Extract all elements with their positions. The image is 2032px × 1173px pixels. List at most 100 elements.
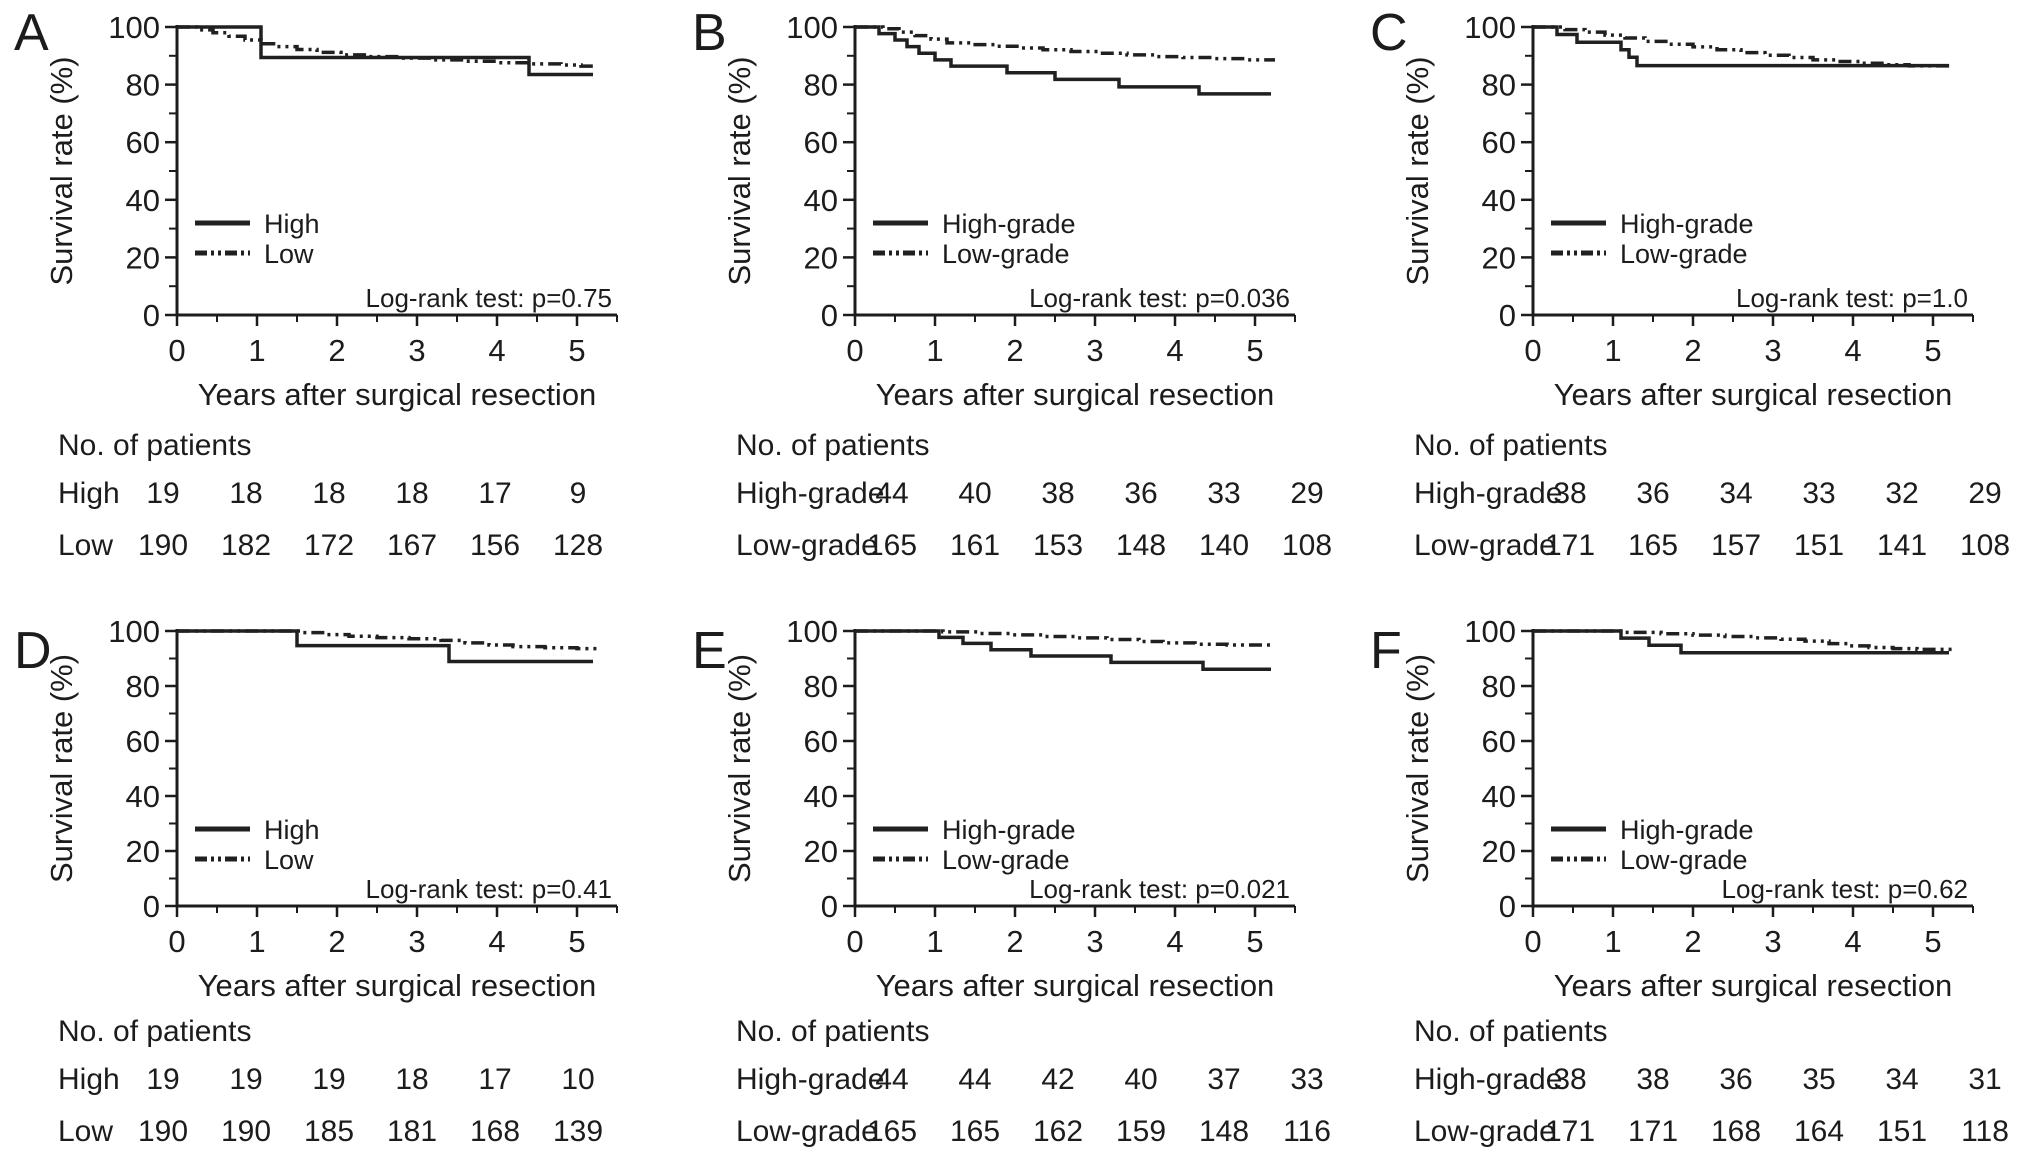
x-tick-label: 1 bbox=[248, 333, 265, 368]
y-tick-label: 60 bbox=[126, 724, 160, 759]
at-risk-count: 151 bbox=[1794, 529, 1844, 562]
y-tick-label: 80 bbox=[804, 669, 838, 704]
y-tick-label: 60 bbox=[804, 125, 838, 160]
survival-curve-low-grade bbox=[855, 25, 1275, 62]
legend-label-high-grade: High-grade bbox=[942, 209, 1076, 239]
at-risk-count: 31 bbox=[1968, 1063, 2001, 1096]
at-risk-count: 40 bbox=[1124, 1063, 1157, 1096]
at-risk-count: 44 bbox=[875, 477, 908, 510]
at-risk-count: 19 bbox=[146, 1063, 179, 1096]
y-tick-label: 100 bbox=[786, 10, 838, 45]
x-tick-label: 0 bbox=[168, 924, 185, 959]
at-risk-count: 171 bbox=[1545, 1115, 1595, 1148]
at-risk-count: 181 bbox=[387, 1115, 437, 1148]
at-risk-count: 29 bbox=[1968, 477, 2001, 510]
logrank-annotation: Log-rank test: p=1.0 bbox=[1736, 283, 1968, 313]
at-risk-count: 165 bbox=[867, 1115, 917, 1148]
at-risk-count: 32 bbox=[1885, 477, 1918, 510]
x-tick-label: 3 bbox=[408, 333, 425, 368]
x-tick-label: 3 bbox=[408, 924, 425, 959]
legend-label-high: High bbox=[264, 209, 320, 239]
at-risk-count: 40 bbox=[958, 477, 991, 510]
at-risk-count: 33 bbox=[1290, 1063, 1323, 1096]
survival-curve-low bbox=[177, 629, 597, 651]
y-tick-label: 0 bbox=[821, 298, 838, 333]
at-risk-count: 168 bbox=[470, 1115, 520, 1148]
x-tick-label: 0 bbox=[1524, 924, 1541, 959]
x-tick-label: 2 bbox=[1006, 333, 1023, 368]
x-tick-label: 4 bbox=[488, 924, 505, 959]
x-tick-label: 3 bbox=[1764, 333, 1781, 368]
at-risk-count: 182 bbox=[221, 529, 271, 562]
y-tick-label: 80 bbox=[1482, 669, 1516, 704]
at-risk-row-label-low-grade: Low-grade bbox=[736, 529, 878, 562]
x-tick-label: 1 bbox=[1604, 924, 1621, 959]
at-risk-row-label-low: Low bbox=[58, 1115, 113, 1148]
at-risk-row-label-high-grade: High-grade bbox=[736, 1063, 884, 1096]
panel-c: C Survival rate (%) 0 20 40 60 80 100 0 1 2 3 4 5 High… bbox=[1356, 0, 2032, 586]
x-tick-label: 2 bbox=[1006, 924, 1023, 959]
panel-a: A Survival rate (%) 0 20 40 60 80 100 0 1 2 3 4 5 High… bbox=[0, 0, 678, 586]
at-risk-count: 153 bbox=[1033, 529, 1083, 562]
x-tick-label: 5 bbox=[568, 333, 585, 368]
y-tick-label: 100 bbox=[108, 614, 160, 649]
at-risk-count: 37 bbox=[1207, 1063, 1240, 1096]
y-tick-label: 40 bbox=[126, 183, 160, 218]
y-tick-label: 20 bbox=[1482, 240, 1516, 275]
y-tick-label: 60 bbox=[1482, 724, 1516, 759]
y-tick-label: 40 bbox=[804, 183, 838, 218]
y-axis-title: Survival rate (%) bbox=[1400, 56, 1435, 285]
x-tick-label: 4 bbox=[1166, 333, 1183, 368]
at-risk-count: 165 bbox=[950, 1115, 1000, 1148]
y-tick-label: 40 bbox=[1482, 183, 1516, 218]
at-risk-count: 18 bbox=[312, 477, 345, 510]
survival-curve-low bbox=[177, 25, 597, 68]
at-risk-count: 38 bbox=[1553, 1063, 1586, 1096]
at-risk-count: 35 bbox=[1802, 1063, 1835, 1096]
at-risk-count: 162 bbox=[1033, 1115, 1083, 1148]
y-tick-label: 40 bbox=[1482, 779, 1516, 814]
at-risk-row-label-low-grade: Low-grade bbox=[1414, 529, 1556, 562]
at-risk-count: 29 bbox=[1290, 477, 1323, 510]
legend-label-low-grade: Low-grade bbox=[942, 239, 1070, 269]
at-risk-count: 128 bbox=[553, 529, 603, 562]
at-risk-count: 118 bbox=[1961, 1115, 2009, 1148]
y-tick-label: 20 bbox=[126, 834, 160, 869]
legend-label-low-grade: Low-grade bbox=[942, 845, 1070, 875]
x-tick-label: 3 bbox=[1764, 924, 1781, 959]
survival-curve-high bbox=[177, 25, 593, 77]
at-risk-count: 33 bbox=[1802, 477, 1835, 510]
y-tick-label: 0 bbox=[143, 889, 160, 924]
y-tick-label: 20 bbox=[1482, 834, 1516, 869]
at-risk-count: 141 bbox=[1877, 529, 1927, 562]
y-tick-label: 80 bbox=[1482, 68, 1516, 103]
at-risk-row-label-high-grade: High-grade bbox=[736, 477, 884, 510]
at-risk-count: 172 bbox=[304, 529, 354, 562]
logrank-annotation: Log-rank test: p=0.75 bbox=[366, 283, 612, 313]
at-risk-count: 161 bbox=[950, 529, 1000, 562]
at-risk-count: 116 bbox=[1283, 1115, 1331, 1148]
at-risk-count: 38 bbox=[1041, 477, 1074, 510]
panel-letter: E bbox=[692, 622, 727, 680]
x-tick-label: 3 bbox=[1086, 333, 1103, 368]
at-risk-count: 18 bbox=[395, 1063, 428, 1096]
legend-label-low: Low bbox=[264, 845, 314, 875]
legend-label-high-grade: High-grade bbox=[1620, 209, 1754, 239]
y-tick-label: 40 bbox=[804, 779, 838, 814]
y-tick-label: 100 bbox=[786, 614, 838, 649]
at-risk-title: No. of patients bbox=[1414, 429, 1607, 462]
x-tick-label: 2 bbox=[328, 924, 345, 959]
x-axis-title: Years after surgical resection bbox=[1554, 377, 1953, 412]
at-risk-count: 185 bbox=[304, 1115, 354, 1148]
y-tick-label: 0 bbox=[1499, 298, 1516, 333]
at-risk-count: 18 bbox=[395, 477, 428, 510]
y-tick-label: 100 bbox=[1464, 614, 1516, 649]
legend-label-high: High bbox=[264, 815, 320, 845]
at-risk-count: 139 bbox=[553, 1115, 603, 1148]
x-tick-label: 1 bbox=[248, 924, 265, 959]
at-risk-title: No. of patients bbox=[58, 429, 251, 462]
at-risk-count: 157 bbox=[1711, 529, 1761, 562]
